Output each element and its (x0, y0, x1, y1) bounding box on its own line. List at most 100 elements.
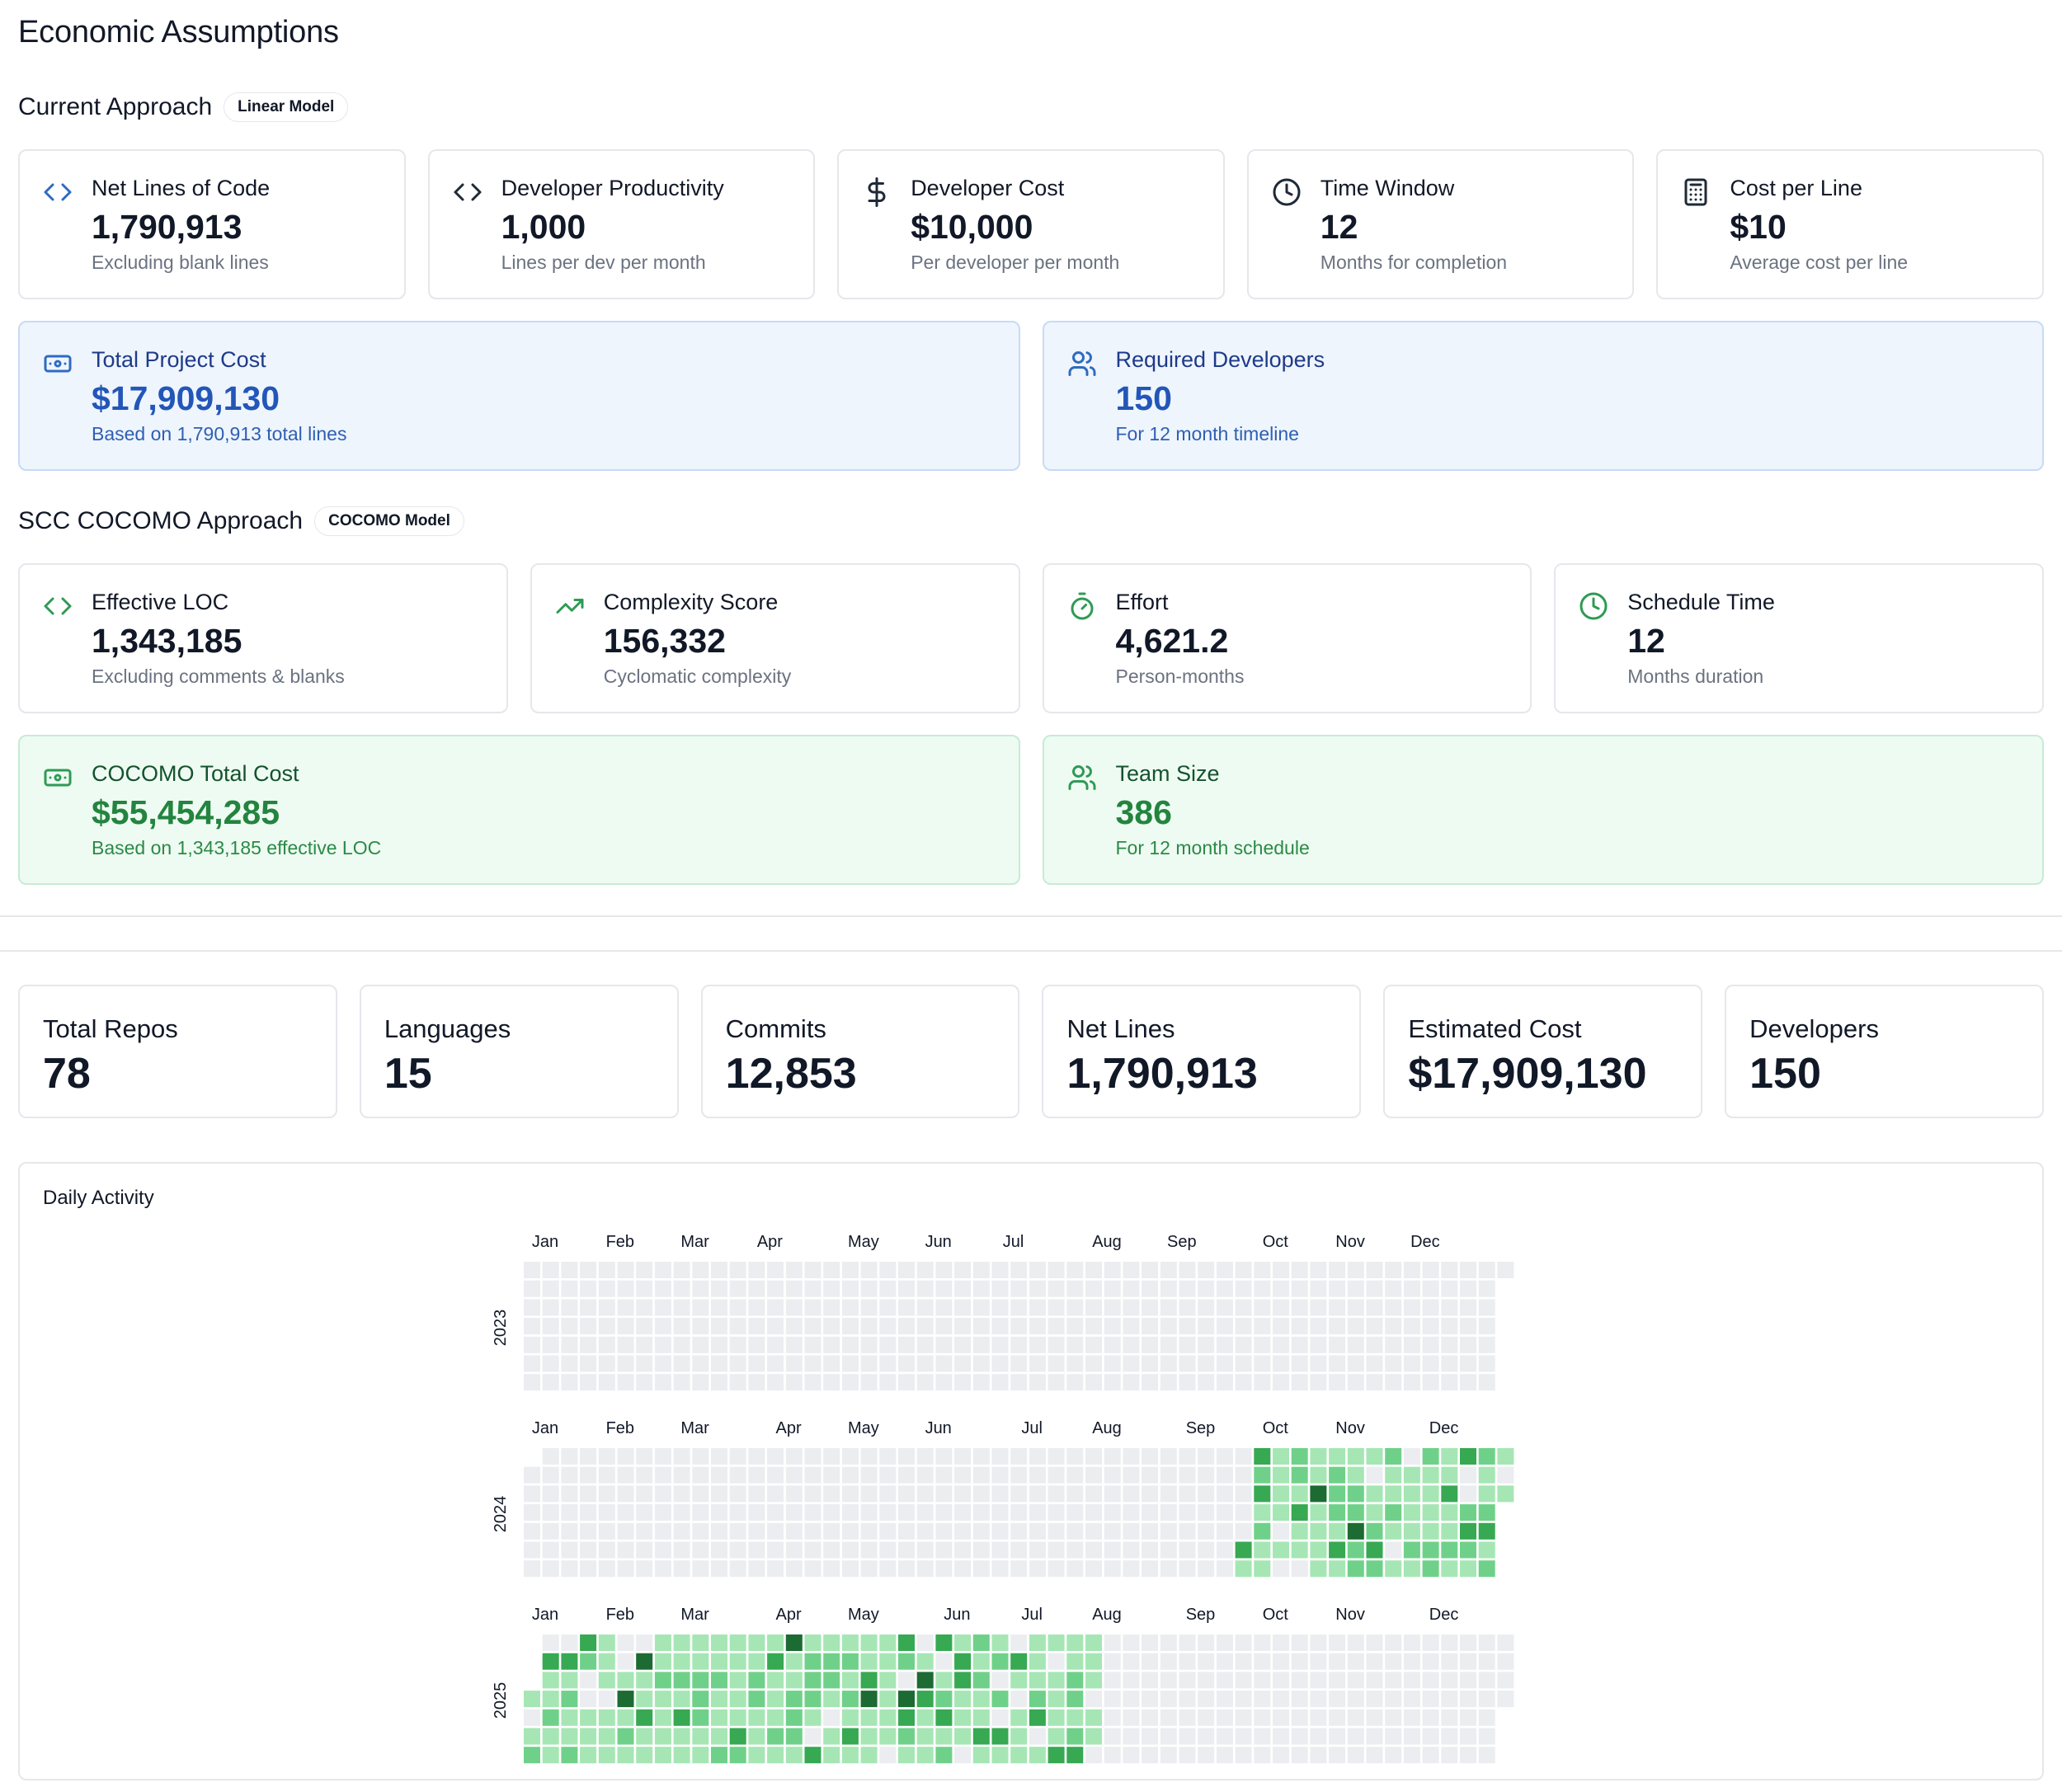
day-cell[interactable] (898, 1374, 915, 1391)
day-cell[interactable] (561, 1504, 578, 1522)
day-cell[interactable] (879, 1485, 897, 1503)
day-cell[interactable] (991, 1672, 1009, 1689)
day-cell[interactable] (1403, 1541, 1420, 1559)
day-cell[interactable] (636, 1280, 653, 1297)
day-cell[interactable] (1478, 1374, 1495, 1391)
day-cell[interactable] (916, 1709, 934, 1726)
day-cell[interactable] (1273, 1485, 1289, 1503)
day-cell[interactable] (1047, 1522, 1065, 1540)
day-cell[interactable] (636, 1336, 653, 1353)
day-cell[interactable] (711, 1336, 727, 1353)
day-cell[interactable] (711, 1709, 727, 1726)
day-cell[interactable] (1347, 1691, 1364, 1708)
day-cell[interactable] (804, 1522, 822, 1540)
day-cell[interactable] (954, 1355, 972, 1372)
day-cell[interactable] (1235, 1541, 1252, 1559)
day-cell[interactable] (673, 1448, 690, 1465)
day-cell[interactable] (1441, 1280, 1458, 1297)
day-cell[interactable] (524, 1280, 540, 1297)
day-cell[interactable] (1235, 1318, 1252, 1335)
day-cell[interactable] (841, 1541, 859, 1559)
day-cell[interactable] (991, 1747, 1009, 1764)
day-cell[interactable] (1216, 1522, 1233, 1540)
day-cell[interactable] (748, 1672, 765, 1689)
day-cell[interactable] (841, 1560, 859, 1578)
day-cell[interactable] (1347, 1653, 1364, 1670)
day-cell[interactable] (748, 1485, 765, 1503)
day-cell[interactable] (785, 1504, 803, 1522)
day-cell[interactable] (1179, 1280, 1196, 1297)
day-cell[interactable] (1310, 1634, 1327, 1651)
day-cell[interactable] (1179, 1709, 1196, 1726)
day-cell[interactable] (1216, 1728, 1233, 1745)
day-cell[interactable] (1478, 1262, 1495, 1278)
day-cell[interactable] (1085, 1522, 1102, 1540)
day-cell[interactable] (804, 1653, 822, 1670)
day-cell[interactable] (1123, 1672, 1140, 1689)
day-cell[interactable] (729, 1522, 746, 1540)
day-cell[interactable] (1291, 1522, 1308, 1540)
day-cell[interactable] (1216, 1374, 1233, 1391)
day-cell[interactable] (1460, 1709, 1476, 1726)
day-cell[interactable] (1254, 1336, 1271, 1353)
day-cell[interactable] (954, 1709, 972, 1726)
day-cell[interactable] (785, 1466, 803, 1484)
day-cell[interactable] (954, 1336, 972, 1353)
day-cell[interactable] (673, 1336, 690, 1353)
day-cell[interactable] (1273, 1691, 1289, 1708)
day-cell[interactable] (748, 1504, 765, 1522)
day-cell[interactable] (804, 1541, 822, 1559)
day-cell[interactable] (561, 1485, 578, 1503)
day-cell[interactable] (804, 1262, 822, 1278)
day-cell[interactable] (561, 1691, 578, 1708)
day-cell[interactable] (767, 1355, 784, 1372)
day-cell[interactable] (1047, 1374, 1065, 1391)
day-cell[interactable] (1029, 1541, 1046, 1559)
day-cell[interactable] (1010, 1691, 1028, 1708)
day-cell[interactable] (711, 1466, 727, 1484)
day-cell[interactable] (1310, 1728, 1327, 1745)
day-cell[interactable] (1235, 1485, 1252, 1503)
day-cell[interactable] (823, 1747, 840, 1764)
day-cell[interactable] (1497, 1672, 1514, 1689)
day-cell[interactable] (1329, 1355, 1346, 1372)
day-cell[interactable] (1441, 1448, 1458, 1465)
day-cell[interactable] (1142, 1280, 1159, 1297)
day-cell[interactable] (767, 1336, 784, 1353)
day-cell[interactable] (1329, 1336, 1346, 1353)
day-cell[interactable] (916, 1448, 934, 1465)
day-cell[interactable] (972, 1653, 990, 1670)
day-cell[interactable] (1066, 1355, 1084, 1372)
day-cell[interactable] (1422, 1634, 1439, 1651)
day-cell[interactable] (1235, 1355, 1252, 1372)
day-cell[interactable] (1403, 1318, 1420, 1335)
day-cell[interactable] (692, 1560, 709, 1578)
day-cell[interactable] (1347, 1374, 1364, 1391)
day-cell[interactable] (785, 1728, 803, 1745)
day-cell[interactable] (1403, 1299, 1420, 1316)
day-cell[interactable] (1291, 1672, 1308, 1689)
day-cell[interactable] (898, 1466, 915, 1484)
day-cell[interactable] (1029, 1747, 1046, 1764)
day-cell[interactable] (1329, 1466, 1346, 1484)
day-cell[interactable] (1291, 1653, 1308, 1670)
day-cell[interactable] (1441, 1541, 1458, 1559)
day-cell[interactable] (692, 1522, 709, 1540)
day-cell[interactable] (617, 1691, 634, 1708)
day-cell[interactable] (636, 1318, 653, 1335)
day-cell[interactable] (673, 1728, 690, 1745)
day-cell[interactable] (692, 1541, 709, 1559)
day-cell[interactable] (1047, 1355, 1065, 1372)
day-cell[interactable] (748, 1336, 765, 1353)
day-cell[interactable] (1179, 1299, 1196, 1316)
day-cell[interactable] (1123, 1747, 1140, 1764)
day-cell[interactable] (1085, 1318, 1102, 1335)
day-cell[interactable] (823, 1634, 840, 1651)
day-cell[interactable] (729, 1262, 746, 1278)
day-cell[interactable] (1310, 1485, 1327, 1503)
day-cell[interactable] (935, 1747, 953, 1764)
day-cell[interactable] (860, 1299, 878, 1316)
day-cell[interactable] (729, 1728, 746, 1745)
day-cell[interactable] (879, 1504, 897, 1522)
day-cell[interactable] (841, 1522, 859, 1540)
